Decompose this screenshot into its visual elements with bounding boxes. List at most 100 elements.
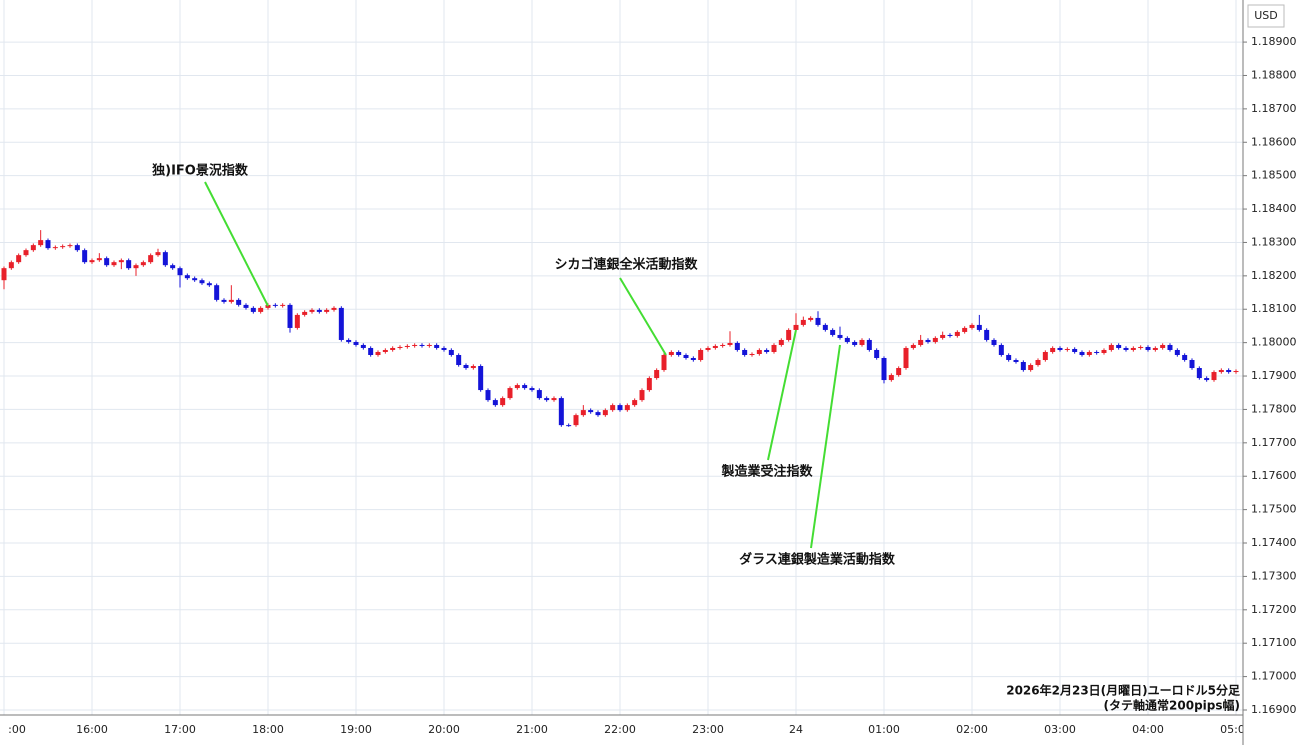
- x-tick-label: 01:00: [868, 723, 900, 736]
- candle-body: [1079, 351, 1085, 355]
- candle-body: [507, 388, 513, 399]
- candle-body: [1189, 360, 1195, 369]
- candle-body: [1028, 365, 1034, 371]
- candle-body: [368, 347, 374, 355]
- candle-body: [874, 349, 880, 359]
- y-tick-label: 1.17500: [1251, 503, 1297, 516]
- candle-body: [566, 425, 572, 427]
- candle-body: [470, 366, 476, 369]
- candle-body: [654, 370, 660, 379]
- candle-body: [162, 252, 168, 266]
- candle-body: [1101, 349, 1107, 353]
- grid: [0, 0, 1243, 715]
- candle-body: [610, 405, 616, 411]
- candle-body: [778, 339, 784, 345]
- candle-body: [1182, 354, 1188, 361]
- candle-body: [1152, 347, 1158, 350]
- annotation-label: 製造業受注指数: [720, 464, 813, 480]
- candle-body: [140, 262, 146, 266]
- candle-body: [1174, 349, 1180, 355]
- candle-body: [896, 368, 902, 376]
- x-tick-label: 17:00: [164, 723, 196, 736]
- candle-body: [404, 345, 410, 347]
- candle-body: [1064, 348, 1070, 350]
- candle-body: [397, 346, 403, 348]
- x-tick-label: 03:00: [1044, 723, 1076, 736]
- candle-body: [969, 324, 975, 328]
- candle-body: [126, 260, 132, 269]
- candle-body: [632, 400, 638, 406]
- candle-body: [624, 405, 630, 411]
- candle-body: [822, 324, 828, 330]
- candle-body: [529, 388, 535, 391]
- candle-body: [998, 344, 1004, 355]
- y-tick-label: 1.18700: [1251, 102, 1297, 115]
- candle-body: [478, 366, 484, 391]
- candle-body: [1196, 368, 1202, 379]
- candle-body: [419, 344, 425, 346]
- annotation-label: 独)IFO景況指数: [152, 163, 249, 179]
- annotation-line: [204, 181, 269, 307]
- candle-body: [514, 385, 520, 389]
- candle-body: [1035, 360, 1041, 366]
- candle-body: [192, 278, 198, 281]
- y-tick-label: 1.18200: [1251, 269, 1297, 282]
- candle-body: [558, 398, 564, 426]
- candle-body: [683, 354, 689, 359]
- candle-body: [16, 255, 22, 263]
- footer-note: (タテ軸通常200pips幅): [1104, 698, 1240, 713]
- candle-body: [595, 412, 601, 416]
- y-axis: 1.16900 1.17000 1.17100 1.17200 1.17300 1.174…: [1243, 35, 1297, 716]
- y-tick-label: 1.18000: [1251, 336, 1297, 349]
- price-axis-panel: [1243, 0, 1300, 745]
- y-tick-label: 1.17100: [1251, 636, 1297, 649]
- candle-body: [588, 410, 594, 413]
- candle-body: [30, 245, 36, 251]
- candle-body: [45, 240, 51, 249]
- candle-body: [1123, 347, 1129, 350]
- candle-body: [74, 245, 80, 251]
- candle-body: [976, 324, 982, 330]
- candle-body: [280, 304, 286, 306]
- candle-body: [544, 398, 550, 401]
- candle-body: [206, 283, 212, 286]
- x-tick-label: 16:00: [76, 723, 108, 736]
- candle-body: [360, 344, 366, 348]
- candle-body: [448, 349, 454, 355]
- x-tick-label: :00: [8, 723, 26, 736]
- y-tick-label: 1.18600: [1251, 135, 1297, 148]
- candle-body: [646, 378, 652, 391]
- candle-body: [118, 260, 124, 263]
- candle-body: [771, 344, 777, 352]
- candle-body: [265, 304, 271, 308]
- candle-body: [698, 349, 704, 361]
- y-tick-label: 1.17000: [1251, 670, 1297, 683]
- candle-body: [1167, 344, 1173, 350]
- candle-body: [617, 405, 623, 411]
- candle-body: [1130, 347, 1136, 350]
- candle-body: [258, 307, 264, 312]
- candle-body: [984, 329, 990, 340]
- candle-body: [338, 307, 344, 340]
- y-tick-label: 1.16900: [1251, 703, 1297, 716]
- candle-body: [316, 309, 322, 312]
- candle-body: [1145, 346, 1151, 350]
- candle-body: [1050, 347, 1056, 352]
- candle-body: [390, 347, 396, 350]
- candles: [1, 230, 1239, 427]
- candle-body: [463, 365, 469, 369]
- candle-body: [184, 275, 190, 279]
- candle-body: [38, 240, 44, 246]
- candle-body: [375, 351, 381, 355]
- y-tick-label: 1.17600: [1251, 469, 1297, 482]
- candle-body: [852, 341, 858, 345]
- annotation-label: シカゴ連銀全米活動指数: [554, 257, 698, 273]
- candle-body: [991, 339, 997, 345]
- candle-body: [881, 358, 887, 381]
- candle-body: [177, 268, 183, 276]
- candle-body: [346, 339, 352, 342]
- candle-body: [962, 327, 968, 332]
- x-tick-label: 23:00: [692, 723, 724, 736]
